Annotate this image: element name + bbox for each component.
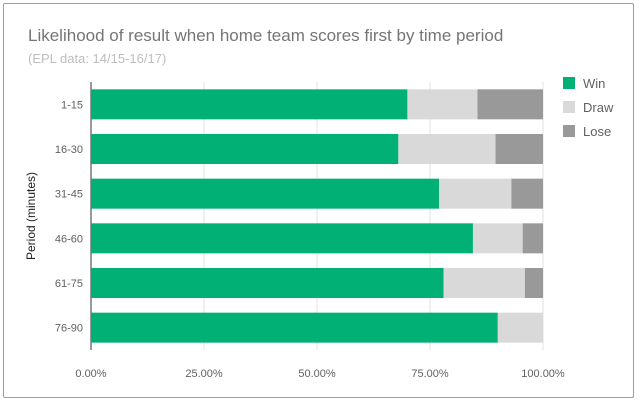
x-tick-label: 0.00% bbox=[75, 368, 106, 380]
bar-lose bbox=[524, 268, 543, 298]
bar-win bbox=[91, 134, 399, 164]
y-tick-label: 16-30 bbox=[55, 144, 83, 156]
bar-lose bbox=[495, 134, 543, 164]
legend-label-draw: Draw bbox=[583, 100, 614, 115]
legend-swatch-win bbox=[563, 77, 575, 89]
y-tick-label: 31-45 bbox=[55, 189, 83, 201]
bar-draw bbox=[407, 89, 478, 120]
chart-subtitle: (EPL data: 14/15-16/17) bbox=[28, 51, 167, 66]
bar-draw bbox=[497, 312, 543, 343]
bar-lose bbox=[477, 89, 543, 120]
bar-win bbox=[91, 268, 444, 298]
bar-win bbox=[91, 312, 498, 343]
legend-label-win: Win bbox=[583, 76, 605, 91]
y-tick-label: 76-90 bbox=[55, 323, 83, 335]
bar-draw bbox=[472, 223, 523, 254]
x-tick-label: 25.00% bbox=[185, 368, 223, 380]
legend-swatch-draw bbox=[563, 101, 575, 113]
x-tick-label: 75.00% bbox=[411, 368, 449, 380]
bar-lose bbox=[522, 223, 543, 254]
bar-win bbox=[91, 178, 440, 209]
y-tick-label: 1-15 bbox=[61, 99, 83, 111]
bar-win bbox=[91, 223, 473, 254]
y-tick-label: 46-60 bbox=[55, 233, 83, 245]
bar-draw bbox=[398, 134, 496, 164]
legend-label-lose: Lose bbox=[583, 124, 611, 139]
bar-lose bbox=[511, 178, 543, 209]
bar-draw bbox=[439, 178, 512, 209]
x-tick-label: 50.00% bbox=[298, 368, 336, 380]
chart-title: Likelihood of result when home team scor… bbox=[28, 26, 504, 45]
x-tick-label: 100.00% bbox=[521, 368, 565, 380]
legend-swatch-lose bbox=[563, 125, 575, 137]
bar-draw bbox=[443, 268, 525, 298]
y-tick-label: 61-75 bbox=[55, 278, 83, 290]
bar-win bbox=[91, 89, 408, 120]
y-axis-title: Period (minutes) bbox=[24, 172, 38, 260]
